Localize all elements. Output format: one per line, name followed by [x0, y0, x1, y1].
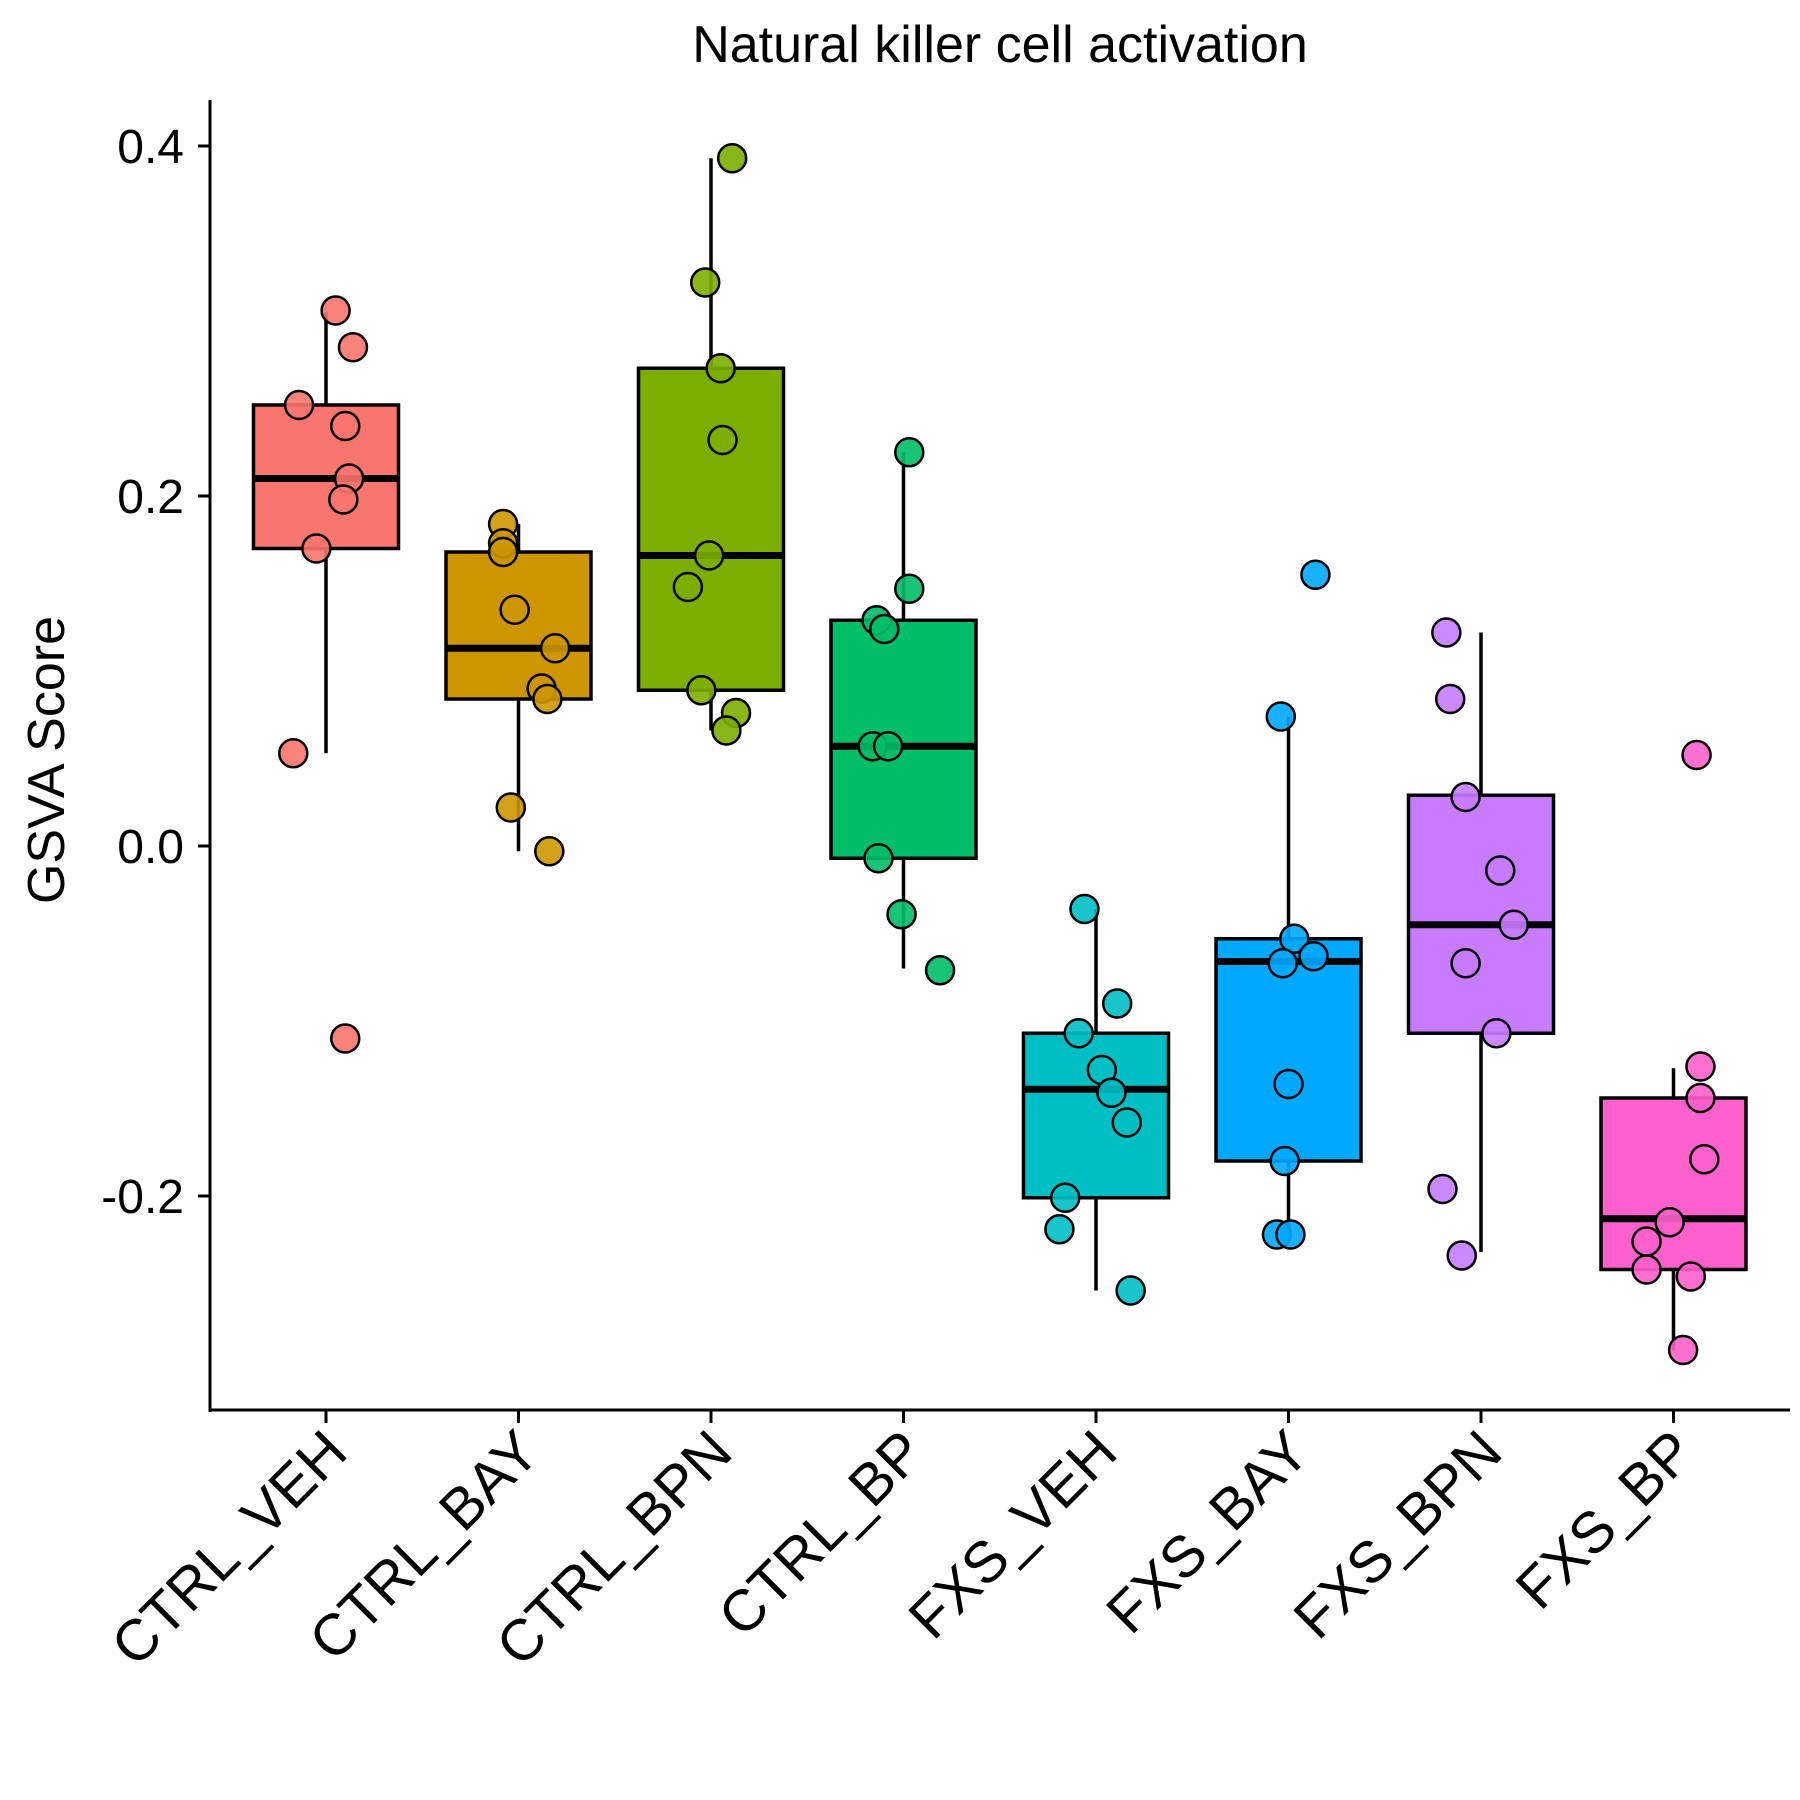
points-ctrl-bp — [857, 437, 956, 986]
x-tick-label: CTRL_BP — [706, 1418, 937, 1649]
box-iqr — [444, 550, 593, 701]
data-point — [1269, 1145, 1300, 1177]
data-point — [532, 683, 563, 715]
data-point — [1481, 1018, 1512, 1049]
data-point — [894, 437, 925, 468]
data-point — [863, 843, 894, 874]
data-point — [278, 738, 309, 769]
data-point — [534, 836, 565, 867]
data-point — [1689, 1144, 1720, 1175]
data-point — [330, 410, 361, 442]
data-point — [689, 267, 721, 298]
data-point — [886, 899, 917, 930]
data-point — [1049, 1182, 1081, 1213]
data-point — [1279, 923, 1310, 954]
box-group-fxs-bpn — [1406, 632, 1556, 1252]
axes-layer — [208, 100, 1790, 1412]
data-point — [1431, 617, 1462, 648]
data-point — [707, 424, 738, 456]
data-point — [1115, 1275, 1146, 1306]
data-point — [499, 594, 530, 625]
points-ctrl-bay — [487, 508, 571, 867]
points-ctrl-veh — [278, 295, 369, 1054]
box-iqr — [1406, 793, 1556, 1035]
data-point — [1675, 1261, 1707, 1292]
data-point — [1631, 1226, 1662, 1257]
data-point — [711, 715, 742, 746]
data-point — [328, 484, 359, 515]
data-point — [1298, 941, 1329, 972]
data-point — [1685, 1082, 1716, 1114]
points-layer — [278, 143, 1720, 1366]
points-fxs-veh — [1044, 893, 1146, 1306]
data-point — [539, 633, 571, 664]
data-point — [337, 332, 369, 363]
box-iqr — [829, 618, 978, 860]
data-point — [1275, 1219, 1306, 1250]
y-ticks: 0.4 0.2 0.0 -0.2 — [101, 121, 210, 1224]
data-point — [1450, 781, 1481, 813]
y-tick-label: -0.2 — [101, 1171, 184, 1224]
data-point — [1069, 893, 1100, 925]
data-point — [1485, 855, 1516, 886]
data-point — [1681, 739, 1712, 771]
data-point — [1096, 1077, 1127, 1108]
data-point — [872, 731, 904, 762]
data-point — [1265, 701, 1297, 732]
data-point — [1667, 1334, 1699, 1366]
box-group-ctrl-bpn — [636, 158, 786, 731]
x-tick-label: FXS_BP — [1503, 1418, 1706, 1621]
data-point — [487, 536, 519, 568]
box-group-ctrl-bay — [444, 524, 593, 852]
points-fxs-bp — [1631, 739, 1720, 1366]
data-point — [301, 533, 332, 564]
data-point — [1427, 1173, 1458, 1205]
data-point — [693, 540, 725, 571]
box-group-ctrl-veh — [251, 312, 401, 754]
data-point — [1654, 1207, 1685, 1238]
x-ticks: CTRL_VEHCTRL_BAYCTRL_BPNCTRL_BPFXS_VEHFX… — [99, 1410, 1707, 1678]
data-point — [1063, 1018, 1094, 1049]
points-fxs-bay — [1261, 559, 1331, 1250]
y-axis-label: GSVA Score — [18, 616, 76, 904]
data-point — [672, 571, 704, 603]
data-point — [1101, 988, 1133, 1019]
data-point — [330, 1023, 361, 1054]
chart-title: Natural killer cell activation — [692, 16, 1308, 74]
data-point — [320, 295, 351, 326]
data-point — [1267, 948, 1298, 979]
data-point — [705, 353, 736, 384]
box-iqr — [1599, 1096, 1748, 1272]
data-point — [283, 389, 315, 421]
data-point — [924, 955, 956, 986]
data-point — [1498, 909, 1529, 940]
data-point — [1434, 683, 1466, 715]
data-point — [1044, 1214, 1075, 1245]
data-point — [1111, 1107, 1143, 1138]
data-point — [1685, 1051, 1716, 1082]
data-point — [1273, 1068, 1304, 1100]
box-group-fxs-bp — [1599, 1068, 1748, 1350]
y-tick-label: 0.2 — [117, 471, 184, 524]
y-tick-label: 0.4 — [117, 121, 184, 174]
x-tick-label: FXS_VEH — [896, 1418, 1129, 1651]
box-group-ctrl-bp — [829, 452, 978, 969]
data-point — [869, 613, 900, 645]
box-iqr — [636, 366, 786, 692]
points-fxs-bpn — [1427, 617, 1529, 1271]
data-point — [1446, 1240, 1477, 1271]
data-point — [1450, 948, 1481, 979]
data-point — [1631, 1254, 1662, 1285]
x-tick-label: FXS_BPN — [1281, 1418, 1514, 1651]
points-ctrl-bpn — [672, 143, 752, 746]
data-point — [894, 573, 925, 604]
data-point — [716, 143, 748, 174]
boxes-layer — [251, 158, 1748, 1350]
y-tick-label: 0.0 — [117, 821, 184, 874]
data-point — [495, 792, 527, 823]
data-point — [1300, 559, 1331, 590]
data-point — [686, 675, 717, 706]
